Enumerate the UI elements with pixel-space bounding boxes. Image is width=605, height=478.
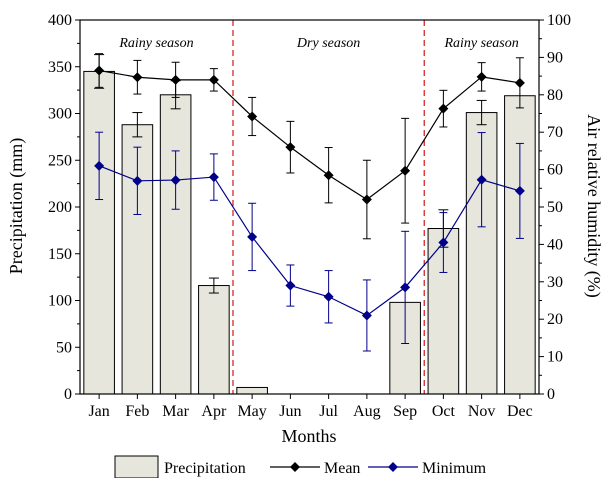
bar-mar xyxy=(159,94,192,395)
bar-may xyxy=(236,386,268,395)
y-left-tick-label: 200 xyxy=(48,199,72,216)
y-right-tick-label: 80 xyxy=(547,87,563,104)
x-tick-label-feb: Feb xyxy=(125,403,149,420)
season-dividers xyxy=(232,20,425,394)
x-tick-label-may: May xyxy=(237,403,266,420)
legend-label-minimum: Minimum xyxy=(422,460,487,477)
y-right-tick-label: 90 xyxy=(547,49,563,66)
y-left-tick-label: 100 xyxy=(48,293,72,310)
x-tick-label-oct: Oct xyxy=(432,403,456,420)
point-mean-sep xyxy=(400,165,411,176)
point-minimum-jul xyxy=(323,291,334,302)
y-right-tick-label: 10 xyxy=(547,349,563,366)
point-mean-apr xyxy=(208,74,219,85)
season-labels: Rainy season Dry season Rainy season xyxy=(118,36,518,51)
x-tick-label-aug: Aug xyxy=(353,403,381,420)
point-mean-jan xyxy=(94,65,105,76)
x-tick-label-sep: Sep xyxy=(393,403,417,420)
bar-dec xyxy=(504,95,536,395)
y-right-tick-label: 60 xyxy=(547,162,563,179)
season-label: Rainy season xyxy=(118,36,193,51)
legend-marker-minimum xyxy=(388,462,398,472)
point-mean-jul xyxy=(323,170,334,181)
point-minimum-mar xyxy=(170,175,181,186)
x-tick-label-nov: Nov xyxy=(468,403,496,420)
point-mean-may xyxy=(247,111,258,122)
point-minimum-apr xyxy=(208,172,219,183)
y-right-tick-label: 30 xyxy=(547,274,563,291)
legend-label-precipitation: Precipitation xyxy=(164,460,246,477)
ticks: 0 50 100 150 200 250 300 350 400 0 10 20 30 40 50 60 70 8… xyxy=(48,12,571,420)
point-mean-jun xyxy=(285,142,296,153)
y-right-tick-label: 70 xyxy=(547,124,563,141)
y-right-tick-label: 20 xyxy=(547,311,563,328)
point-mean-oct xyxy=(438,103,449,114)
series-minimum xyxy=(94,131,525,352)
point-minimum-feb xyxy=(132,175,143,186)
y-left-tick-label: 150 xyxy=(48,246,72,263)
bar-apr xyxy=(198,285,230,395)
y-left-tick-label: 250 xyxy=(48,152,72,169)
point-minimum-oct xyxy=(438,237,449,248)
y-left-tick-label: 50 xyxy=(56,339,72,356)
point-mean-nov xyxy=(476,71,487,82)
humidity-lines xyxy=(94,53,525,352)
series-line-mean xyxy=(99,69,520,201)
precipitation-bars xyxy=(83,70,536,395)
series-line-minimum xyxy=(98,165,521,317)
season-label: Rainy season xyxy=(443,36,518,51)
legend-swatch-precipitation xyxy=(114,455,159,478)
y-right-tick-label: 100 xyxy=(547,12,571,29)
x-tick-label-jun: Jun xyxy=(279,403,301,420)
season-label: Dry season xyxy=(296,36,360,51)
y-right-tick-label: 0 xyxy=(547,386,555,403)
point-minimum-aug xyxy=(361,310,372,321)
y-right-tick-label: 50 xyxy=(547,199,563,216)
x-tick-label-apr: Apr xyxy=(201,403,227,420)
y-axis-label-left: Precipitation (mm) xyxy=(6,138,27,274)
y-right-tick-label: 40 xyxy=(547,236,563,253)
bar-jan xyxy=(83,70,115,395)
x-tick-label-dec: Dec xyxy=(507,403,533,420)
x-tick-label-jul: Jul xyxy=(319,403,338,420)
point-minimum-jan xyxy=(94,160,105,171)
point-minimum-may xyxy=(247,231,258,242)
point-minimum-jun xyxy=(285,280,296,291)
y-axis-label-right: Air relative humidity (%) xyxy=(583,114,604,297)
point-mean-feb xyxy=(132,72,143,83)
y-left-tick-label: 350 xyxy=(48,59,72,76)
x-tick-label-mar: Mar xyxy=(162,403,189,420)
legend-label-mean: Mean xyxy=(324,460,360,477)
point-minimum-nov xyxy=(476,174,487,185)
point-mean-mar xyxy=(170,74,181,85)
y-left-tick-label: 400 xyxy=(48,12,72,29)
point-minimum-sep xyxy=(400,282,411,293)
y-left-tick-label: 300 xyxy=(48,106,72,123)
point-mean-dec xyxy=(514,77,525,88)
x-tick-label-jan: Jan xyxy=(88,403,109,420)
y-left-tick-label: 0 xyxy=(64,386,72,403)
point-minimum-dec xyxy=(514,185,525,196)
legend-marker-mean xyxy=(290,462,300,472)
x-axis-label: Months xyxy=(281,426,336,446)
legend: Precipitation Mean Minimum xyxy=(114,455,487,478)
series-mean xyxy=(94,53,525,240)
point-mean-aug xyxy=(361,194,372,205)
